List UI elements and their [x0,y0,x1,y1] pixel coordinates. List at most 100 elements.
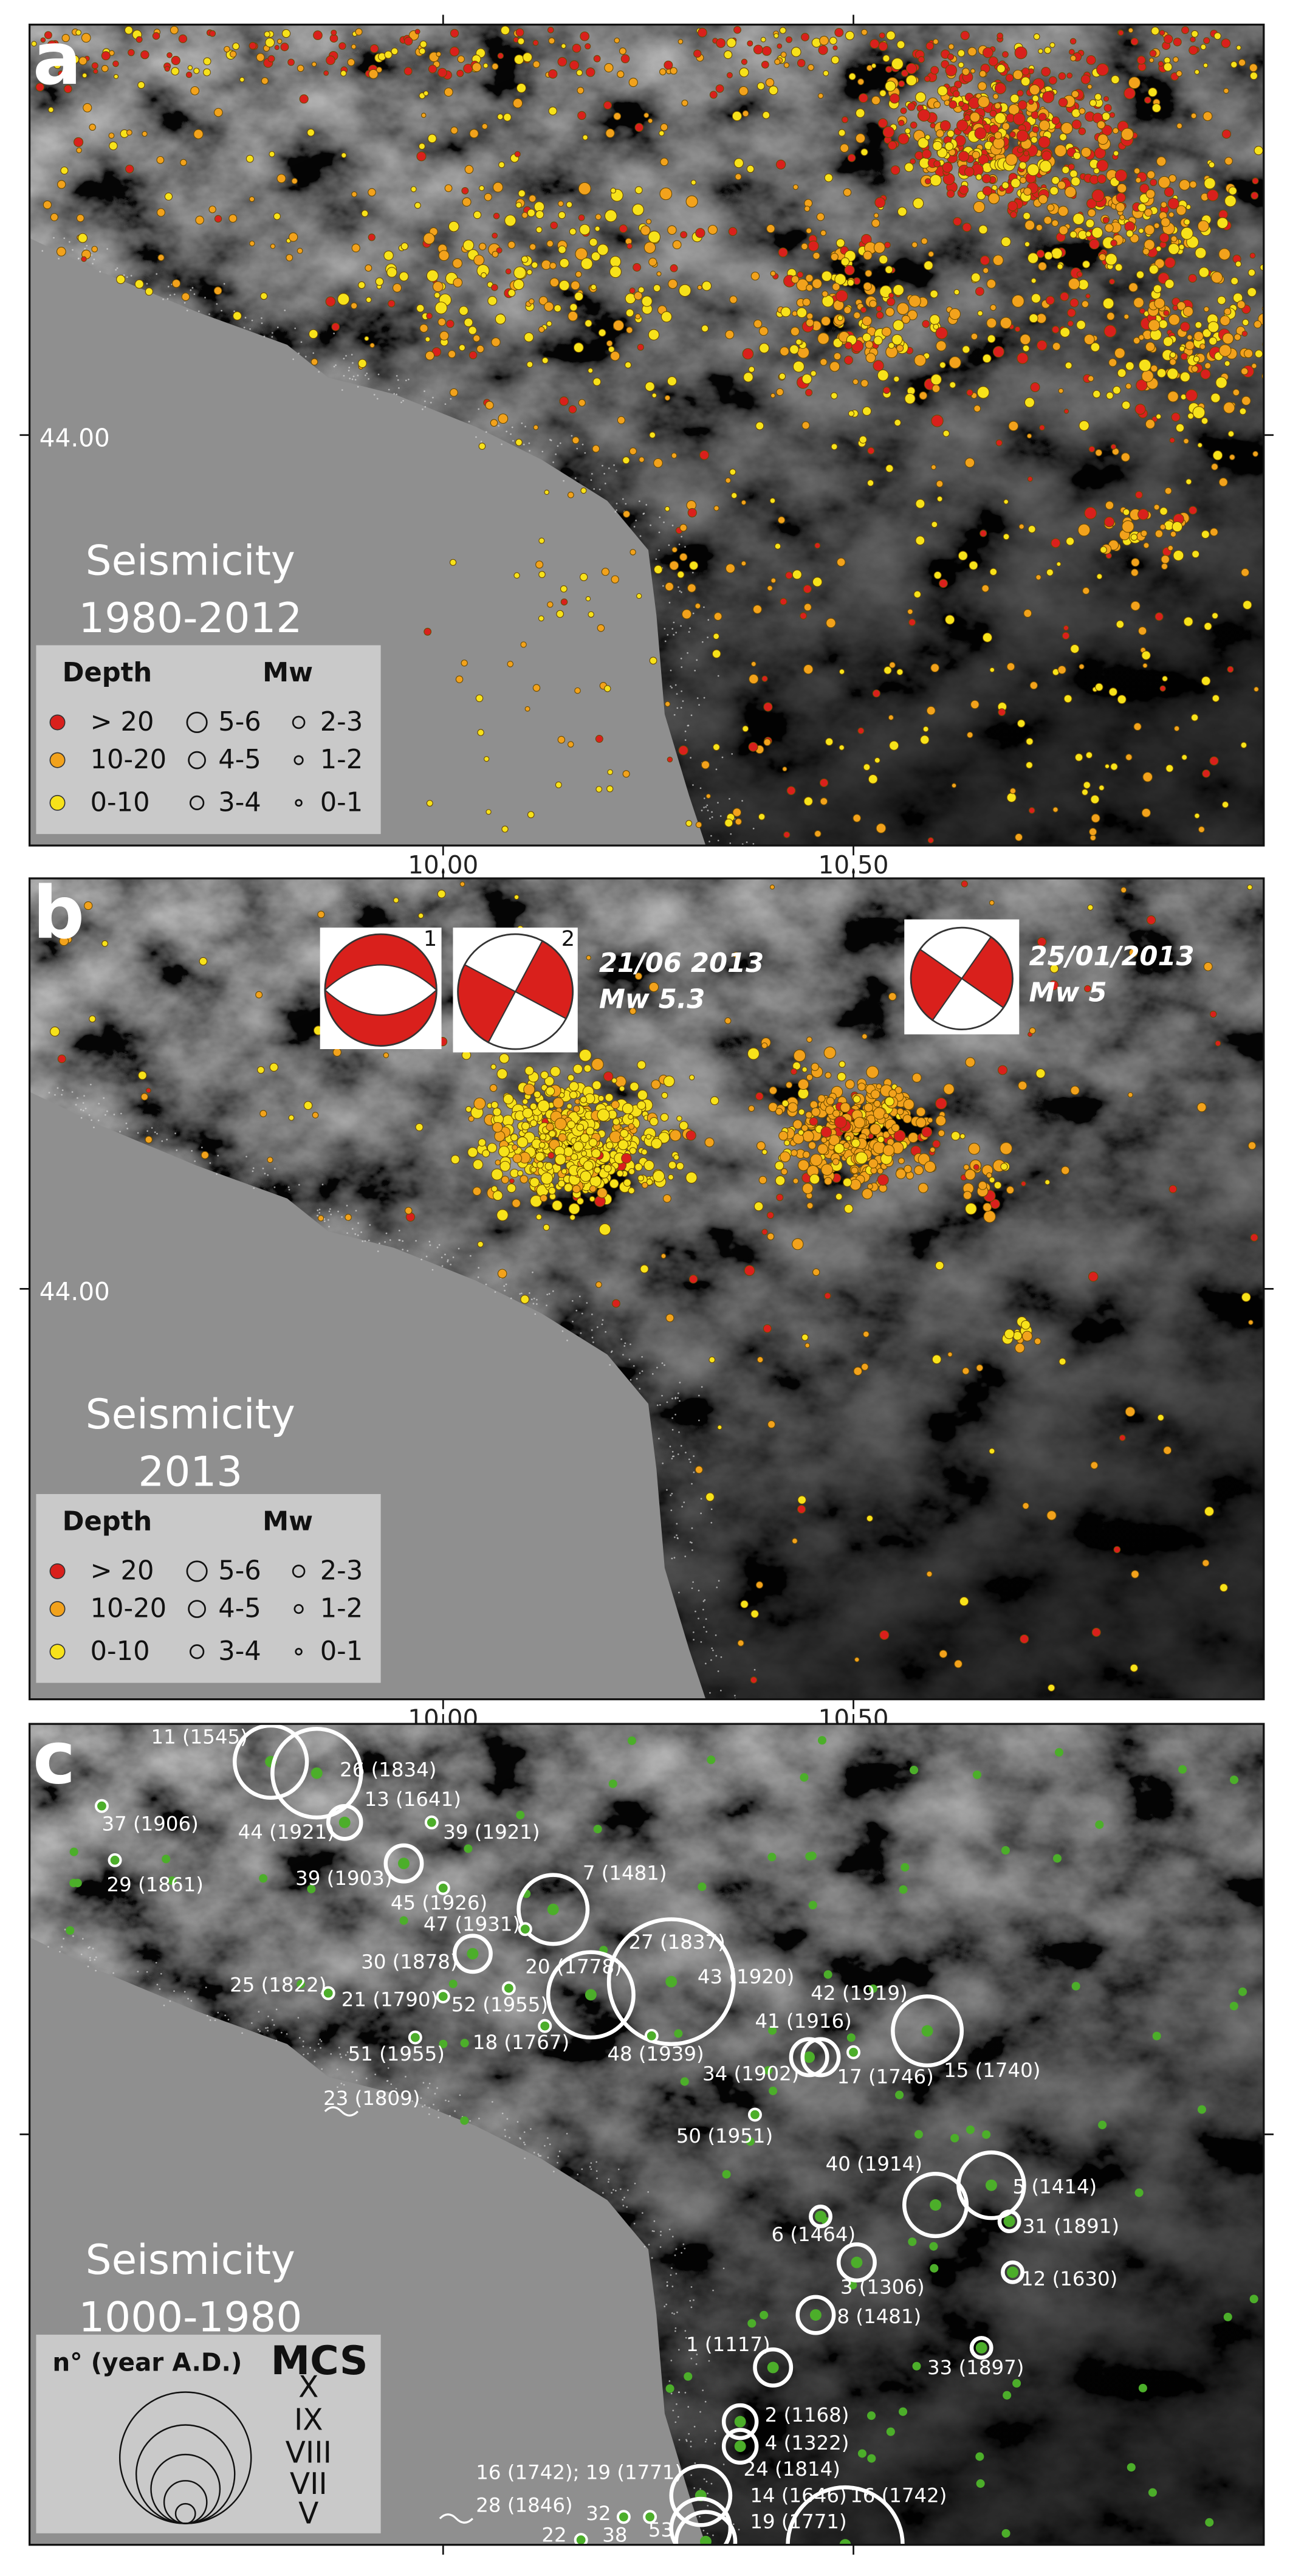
earthquake [785,1081,793,1089]
earthquake [524,1066,534,1076]
earthquake [887,297,896,306]
earthquake [487,1143,498,1153]
earthquake [532,684,541,692]
urban-speck [679,1382,681,1384]
legend-symbol [49,714,66,731]
earthquake [898,120,905,126]
urban-speck [674,2327,677,2329]
urban-speck [574,477,577,479]
urban-speck [709,1692,711,1694]
earthquake [280,43,289,52]
earthquake [520,1175,529,1183]
earthquake [784,1140,791,1146]
urban-speck [351,378,354,381]
earthquake [1100,546,1107,554]
earthquake [1056,561,1062,567]
urban-speck [506,430,507,433]
urban-speck [658,549,660,551]
earthquake [750,1676,758,1684]
urban-speck [688,2433,690,2435]
urban-speck [661,1394,663,1397]
earthquake [990,1199,1000,1209]
earthquake [1250,1233,1258,1242]
legend-title: Depth [63,658,152,688]
event-label: 43 (1920) [698,1965,794,1988]
urban-speck [330,2053,332,2055]
urban-speck [509,2137,510,2139]
earthquake [1223,88,1229,94]
earthquake [903,1098,914,1111]
earthquake [187,65,193,71]
urban-speck [541,450,544,453]
earthquake [1207,321,1220,333]
urban-speck [622,1354,624,1356]
urban-speck [681,2252,682,2254]
earthquake [806,312,814,320]
earthquake [665,1314,674,1323]
earthquake [896,1107,904,1115]
earthquake [1235,261,1242,267]
historical-epicentre [929,2242,938,2251]
earthquake [540,1070,549,1080]
earthquake [1135,491,1143,499]
urban-speck [501,2112,504,2115]
earthquake [778,373,786,380]
earthquake [707,224,718,235]
earthquake [860,306,867,314]
urban-speck [705,806,707,808]
earthquake [1091,227,1103,239]
earthquake [485,401,494,410]
earthquake [930,174,942,187]
earthquake [619,224,628,233]
legend-label: 10-20 [91,1594,167,1624]
earthquake [547,601,554,608]
urban-speck [538,2155,540,2157]
urban-speck [169,2000,171,2002]
urban-speck [77,1097,78,1099]
earthquake [535,210,544,219]
earthquake [425,336,431,342]
urban-speck [708,2360,710,2362]
urban-speck [267,2027,269,2029]
earthquake [1120,452,1130,462]
event-label: 37 (1906) [101,1813,198,1836]
earthquake [423,91,429,96]
urban-speck [103,1097,105,1099]
urban-speck [468,421,470,422]
event-label: 50 (1951) [676,2124,773,2147]
earthquake [580,257,593,270]
earthquake [1103,325,1117,338]
earthquake [1119,215,1125,221]
urban-speck [660,2234,662,2236]
earthquake [496,1209,509,1221]
urban-speck [510,1297,512,1300]
earthquake [567,491,574,498]
earthquake [865,340,874,349]
earthquake [1084,985,1091,993]
earthquake [563,1146,574,1157]
urban-speck [348,370,350,371]
urban-speck [343,374,345,377]
earthquake [743,372,753,382]
earthquake [1148,57,1154,63]
earthquake [1017,352,1029,364]
earthquake [900,107,907,114]
urban-speck [272,2019,273,2021]
earthquake [889,93,900,104]
earthquake [1062,632,1070,640]
earthquake [403,67,413,76]
historical-epicentre [722,2170,731,2179]
earthquake [742,725,749,732]
earthquake [351,191,357,198]
earthquake [48,106,54,113]
urban-speck [699,787,702,790]
urban-speck [368,378,369,380]
earthquake [811,1107,821,1117]
earthquake [355,28,363,36]
earthquake [535,226,543,233]
urban-speck [698,1617,699,1620]
urban-speck [63,1938,64,1940]
earthquake [983,1210,996,1223]
earthquake [1147,170,1156,179]
earthquake [1125,383,1132,390]
